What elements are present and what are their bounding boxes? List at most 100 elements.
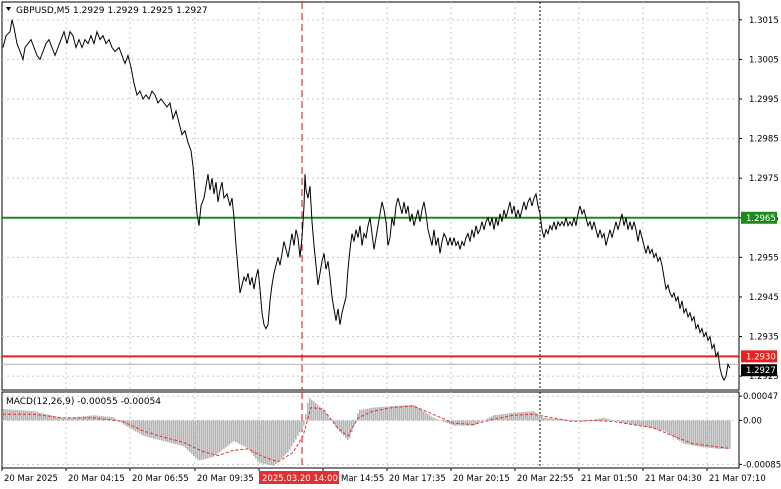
macd-histogram-bar: [387, 406, 389, 421]
macd-histogram-bar: [201, 420, 203, 460]
macd-histogram-bar: [667, 420, 669, 434]
macd-histogram-bar: [249, 420, 251, 451]
macd-histogram-bar: [459, 420, 461, 426]
time-tick-label: 20 Mar 20:15: [453, 474, 510, 484]
macd-histogram-bar: [403, 405, 405, 421]
macd-histogram-bar: [307, 402, 309, 421]
macd-histogram-bar: [531, 411, 533, 421]
macd-histogram-bar: [643, 420, 645, 427]
macd-signal-line: [3, 405, 731, 463]
macd-histogram-bar: [455, 420, 457, 426]
macd-histogram-bar: [29, 410, 31, 421]
macd-histogram-bar: [497, 414, 499, 421]
macd-histogram-bar: [25, 410, 27, 421]
macd-histogram-bar: [573, 420, 575, 421]
macd-histogram-bar: [655, 420, 657, 430]
macd-histogram-bar: [407, 405, 409, 421]
macd-histogram-bar: [651, 420, 653, 429]
time-tick-label: 21 Mar 01:50: [581, 474, 638, 484]
macd-histogram-bar: [71, 417, 73, 421]
macd-histogram-bar: [449, 420, 451, 425]
macd-histogram-bar: [225, 420, 227, 448]
macd-histogram-bar: [335, 420, 337, 427]
macd-histogram-bar: [233, 420, 235, 442]
macd-histogram-bar: [559, 419, 561, 421]
macd-histogram-bar: [671, 420, 673, 436]
macd-histogram-bar: [413, 404, 415, 421]
macd-histogram-bar: [293, 420, 295, 443]
macd-histogram-bar: [33, 411, 35, 421]
macd-histogram-bar: [131, 420, 133, 430]
macd-histogram-bar: [553, 418, 555, 421]
macd-histogram-bar: [265, 420, 267, 465]
time-tick-label: Mar 14:55: [341, 474, 384, 484]
macd-histogram-bar: [331, 420, 333, 422]
price-tick-label: 1.2945: [749, 293, 779, 303]
macd-histogram-bar: [425, 412, 427, 421]
macd-vertical-markers: [301, 392, 541, 468]
macd-histogram-bar: [205, 420, 207, 459]
macd-histogram-bar: [695, 420, 697, 446]
macd-histogram-bar: [123, 420, 125, 425]
macd-histogram-bar: [13, 409, 15, 421]
macd-histogram-bar: [167, 420, 169, 443]
macd-histogram-bar: [31, 410, 33, 421]
macd-histogram-bar: [95, 415, 97, 421]
macd-histogram-bar: [607, 418, 609, 421]
macd-histogram-bar: [267, 420, 269, 465]
macd-histogram-bar: [215, 420, 217, 456]
macd-histogram-bar: [237, 420, 239, 444]
macd-histogram-bar: [257, 420, 259, 462]
macd-histogram-bar: [557, 418, 559, 421]
macd-histogram-bar: [465, 420, 467, 426]
macd-histogram-bar: [549, 418, 551, 421]
macd-tick-label: 0.00: [743, 416, 762, 426]
macd-histogram-bar: [593, 419, 595, 421]
macd-histogram-bar: [213, 420, 215, 457]
macd-histogram-bar: [617, 420, 619, 422]
macd-histogram-bar: [241, 420, 243, 446]
macd-histogram-bar: [85, 416, 87, 421]
macd-histogram-bar: [221, 420, 223, 451]
macd-histogram-bar: [195, 420, 197, 458]
price-badges: 1.2965 1.2930 1.2927: [741, 211, 777, 377]
time-tick-label: 2025.03.20 14:00: [262, 474, 338, 484]
macd-histogram-bar: [443, 420, 445, 422]
macd-histogram-bar: [669, 420, 671, 435]
macd-histogram-bar: [543, 417, 545, 421]
macd-histogram-bar: [715, 420, 717, 449]
macd-histogram-bar: [409, 405, 411, 421]
macd-histogram-bar: [81, 416, 83, 421]
macd-histogram-bar: [23, 410, 25, 421]
macd-histogram-bar: [653, 420, 655, 429]
dropdown-triangle-icon[interactable]: [6, 7, 11, 11]
macd-histogram-bar: [59, 417, 61, 421]
macd-histogram-bar: [711, 420, 713, 449]
macd-histogram-bar: [539, 415, 541, 421]
price-tick-label: 1.3015: [749, 16, 779, 26]
macd-histogram-bar: [661, 420, 663, 431]
macd-histogram-bar: [475, 420, 477, 425]
macd-histogram-bar: [489, 417, 491, 421]
macd-histogram-bar: [27, 410, 29, 421]
macd-histogram-bar: [389, 406, 391, 421]
macd-histogram-bar: [445, 420, 447, 423]
macd-tick-label: 0.00047: [743, 392, 778, 402]
macd-histogram-bar: [433, 417, 435, 421]
macd-histogram-bar: [427, 413, 429, 421]
macd-histogram-bar: [381, 406, 383, 421]
macd-histogram-bar: [77, 416, 79, 421]
macd-histogram-bar: [305, 414, 307, 421]
time-label-highlight: [259, 471, 339, 484]
macd-histogram-bar: [383, 406, 385, 421]
macd-histogram-bar: [113, 417, 115, 421]
macd-histogram-bar: [683, 420, 685, 444]
macd-histogram-bar: [519, 412, 521, 421]
macd-histogram-bar: [435, 418, 437, 421]
macd-histogram-bar: [567, 419, 569, 421]
price-tick-label: 1.2955: [749, 253, 779, 263]
macd-histogram-bar: [135, 420, 137, 432]
macd-histogram-bar: [103, 416, 105, 421]
macd-histogram-bar: [547, 418, 549, 421]
macd-histogram-bar: [7, 409, 9, 421]
